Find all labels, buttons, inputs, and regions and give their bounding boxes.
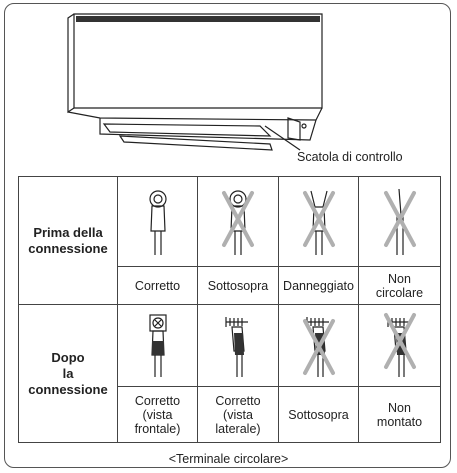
label-cell: Non montato [359,387,441,443]
icon-cell [198,177,279,267]
label-cell: Corretto (vista laterale) [198,387,279,443]
icon-cell [359,305,441,387]
icon-upside-down-mounted [302,315,335,378]
row-header: Dopo la connessione [19,305,118,443]
icon-upside-down [222,189,254,256]
icon-cell [118,305,198,387]
icon-cell [118,177,198,267]
label-cell: Sottosopra [198,267,279,305]
label-cell: Sottosopra [279,387,359,443]
icon-cell [359,177,441,267]
icon-cell [279,305,359,387]
terminal-table: Prima della connessione Corretto Sottoso… [18,176,441,443]
row-header: Prima della connessione [19,177,118,305]
label-cell: Danneggiato [279,267,359,305]
caption: <Terminale circolare> [168,452,289,466]
label-cell: Non circolare [359,267,441,305]
control-box-label: Scatola di controllo [297,150,403,164]
air-conditioner-illustration [67,13,323,151]
icon-front-view [148,313,167,378]
icon-damaged [302,189,335,256]
icon-side-view [225,315,249,378]
icon-not-mounted [383,312,416,378]
icon-cell [279,177,359,267]
frame [4,3,451,468]
icon-cell [198,305,279,387]
label-cell: Corretto (vista frontale) [118,387,198,443]
icon-correct [148,189,167,256]
label-cell: Corretto [118,267,198,305]
icon-not-round [383,187,416,256]
